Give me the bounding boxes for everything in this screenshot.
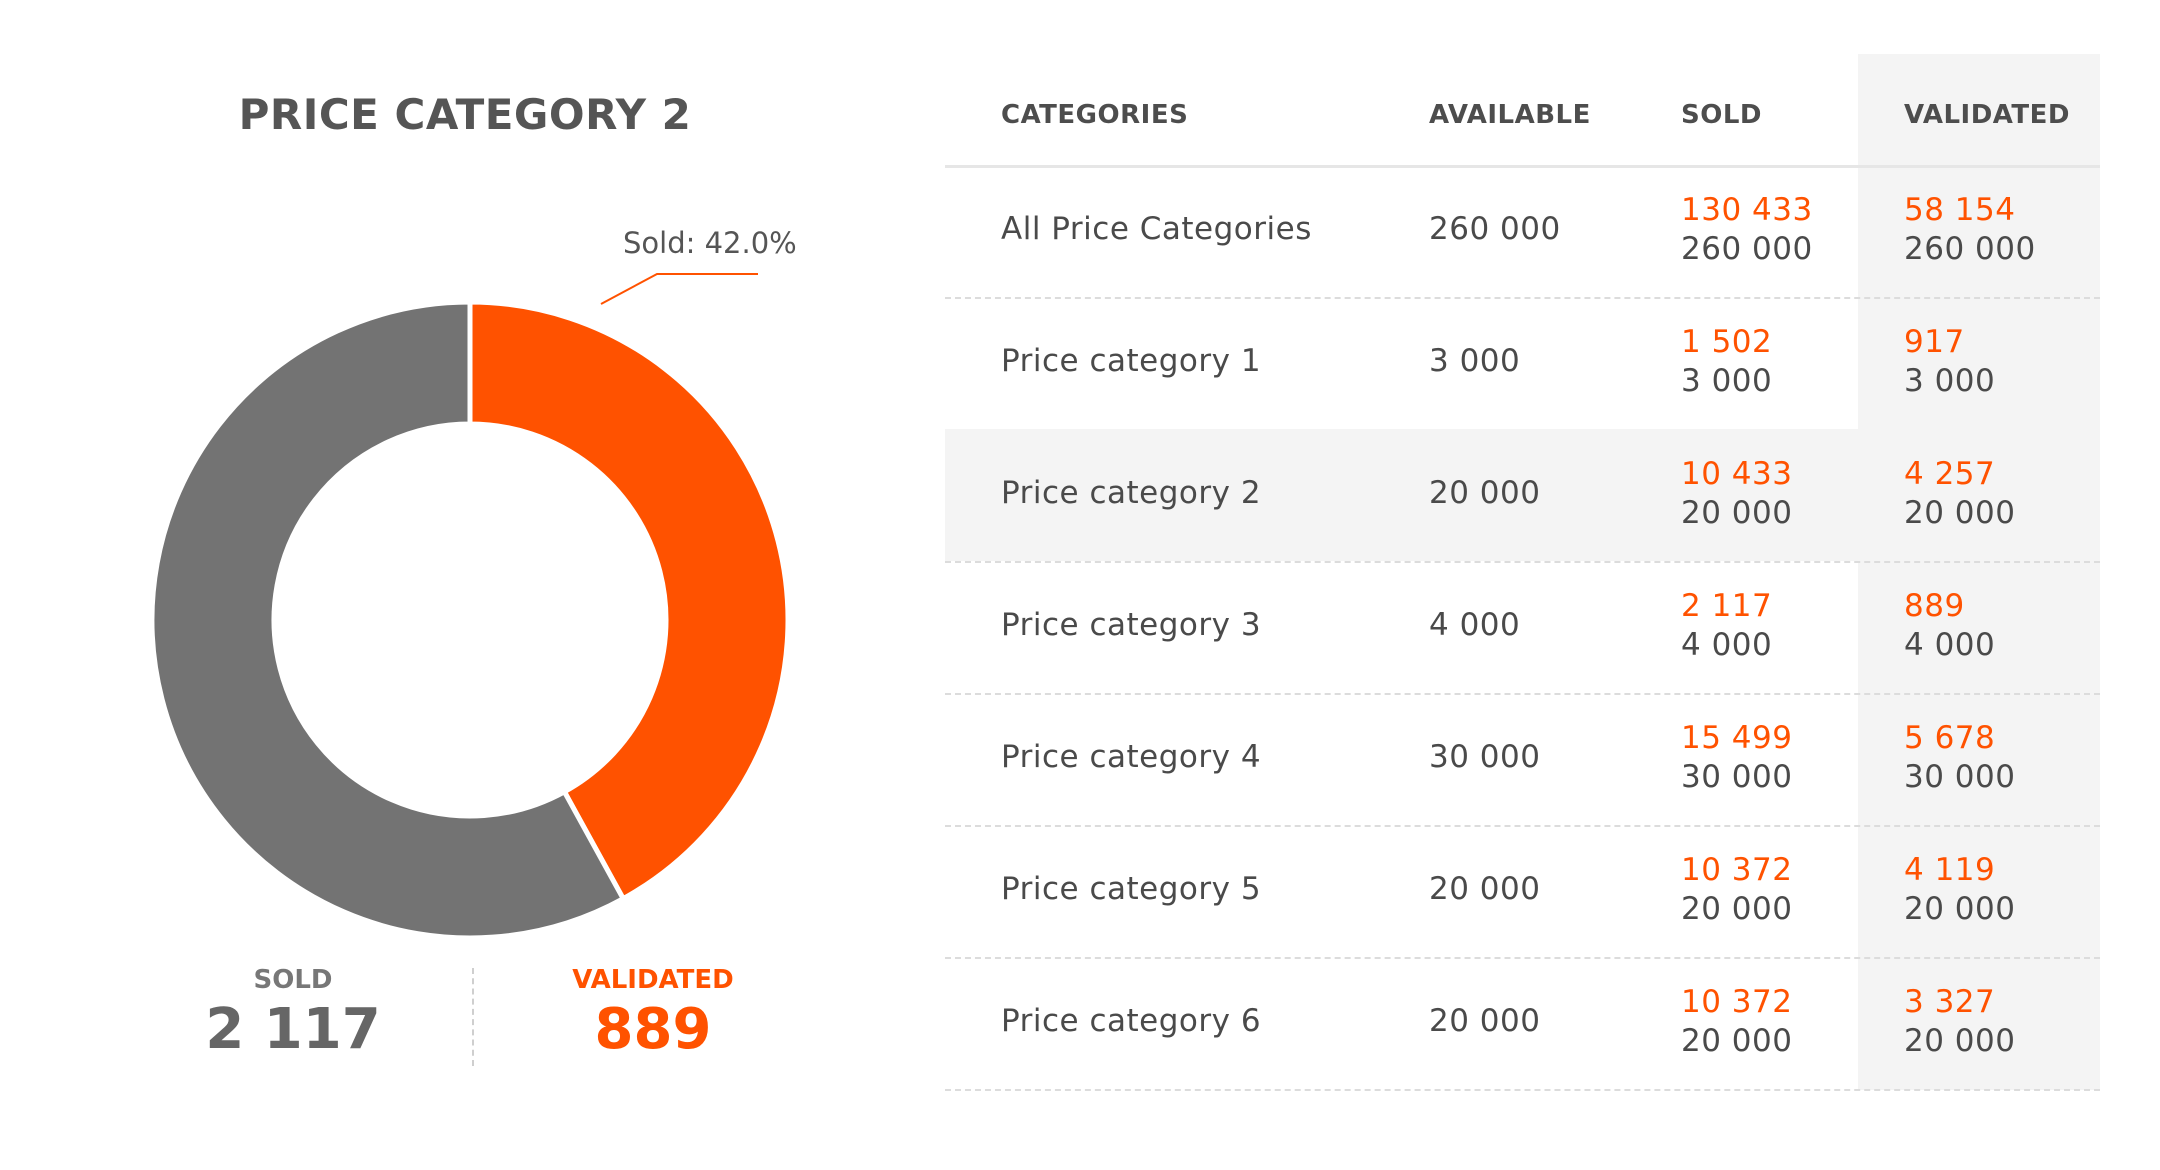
header-validated: VALIDATED	[1904, 100, 2070, 130]
row-available: 3 000	[1429, 343, 1521, 379]
validated-label: VALIDATED	[572, 965, 734, 995]
validated-total: 3 000	[1904, 363, 1996, 399]
sold-label: SOLD	[253, 965, 333, 995]
validated-value: 889	[594, 997, 712, 1062]
sold-count: 10 433	[1681, 456, 1793, 492]
row-validated: 5 678 30 000	[1904, 719, 2015, 797]
table-row-all[interactable]: All Price Categories 260 000 130 433 260 …	[945, 165, 2100, 299]
sold-count: 130 433	[1681, 192, 1813, 228]
row-validated: 58 154 260 000	[1904, 191, 2036, 269]
row-sold: 10 372 20 000	[1681, 983, 1792, 1061]
row-available: 4 000	[1429, 607, 1521, 643]
row-sold: 130 433 260 000	[1681, 191, 1813, 269]
summary-divider	[472, 968, 474, 1066]
donut-slice-remaining	[149, 299, 627, 941]
row-sold: 1 502 3 000	[1681, 323, 1772, 401]
row-sold: 10 372 20 000	[1681, 851, 1792, 929]
validated-column-highlight	[1858, 54, 2100, 1090]
row-validated: 4 119 20 000	[1904, 851, 2015, 929]
sold-total: 30 000	[1681, 759, 1793, 795]
row-validated: 917 3 000	[1904, 323, 1995, 401]
row-available: 20 000	[1429, 1003, 1541, 1039]
row-available: 30 000	[1429, 739, 1541, 775]
validated-count: 4 119	[1904, 852, 1996, 888]
row-category: Price category 1	[1001, 343, 1262, 379]
sold-count: 10 372	[1681, 984, 1793, 1020]
validated-total: 30 000	[1904, 759, 2016, 795]
validated-count: 889	[1904, 588, 1965, 624]
row-category: Price category 2	[1001, 475, 1262, 511]
validated-total: 260 000	[1904, 231, 2036, 267]
table-row-2-selected[interactable]: Price category 2 20 000 10 433 20 000 4 2…	[945, 429, 2100, 563]
row-category: All Price Categories	[1001, 211, 1312, 247]
row-available: 20 000	[1429, 475, 1541, 511]
table-row-3[interactable]: Price category 3 4 000 2 117 4 000 889 4 0…	[945, 561, 2100, 695]
sold-total: 4 000	[1681, 627, 1773, 663]
summary-sold: SOLD 2 117	[163, 965, 423, 1062]
row-validated: 4 257 20 000	[1904, 455, 2015, 533]
sold-total: 3 000	[1681, 363, 1773, 399]
callout-leader-line	[600, 273, 758, 305]
chart-panel: PRICE CATEGORY 2 Sold: 42.0% SOLD 2 117 …	[0, 0, 930, 1170]
donut-slice-sold	[467, 299, 791, 903]
row-category: Price category 3	[1001, 607, 1262, 643]
validated-count: 917	[1904, 324, 1965, 360]
table-row-6[interactable]: Price category 6 20 000 10 372 20 000 3 3…	[945, 957, 2100, 1091]
validated-count: 4 257	[1904, 456, 1996, 492]
validated-count: 3 327	[1904, 984, 1996, 1020]
header-categories: CATEGORIES	[1001, 100, 1189, 130]
row-available: 260 000	[1429, 211, 1561, 247]
validated-total: 20 000	[1904, 495, 2016, 531]
sold-total: 260 000	[1681, 231, 1813, 267]
row-category: Price category 4	[1001, 739, 1262, 775]
row-sold: 15 499 30 000	[1681, 719, 1792, 797]
validated-total: 4 000	[1904, 627, 1996, 663]
chart-title: PRICE CATEGORY 2	[238, 90, 692, 139]
selected-row-background	[945, 429, 2100, 561]
validated-total: 20 000	[1904, 891, 2016, 927]
sold-count: 15 499	[1681, 720, 1793, 756]
sold-count: 2 117	[1681, 588, 1773, 624]
validated-total: 20 000	[1904, 1023, 2016, 1059]
table-row-1[interactable]: Price category 1 3 000 1 502 3 000 917 3 0…	[945, 297, 2100, 431]
summary-validated: VALIDATED 889	[523, 965, 783, 1062]
row-sold: 2 117 4 000	[1681, 587, 1772, 665]
sold-total: 20 000	[1681, 1023, 1793, 1059]
validated-count: 58 154	[1904, 192, 2016, 228]
row-category: Price category 6	[1001, 1003, 1262, 1039]
row-category: Price category 5	[1001, 871, 1262, 907]
row-available: 20 000	[1429, 871, 1541, 907]
header-available: AVAILABLE	[1429, 100, 1591, 130]
header-sold: SOLD	[1681, 100, 1762, 130]
row-sold: 10 433 20 000	[1681, 455, 1792, 533]
donut-chart: Sold: 42.0%	[149, 226, 797, 941]
sold-count: 1 502	[1681, 324, 1773, 360]
callout-label: Sold: 42.0%	[623, 226, 797, 260]
table-row-4[interactable]: Price category 4 30 000 15 499 30 000 5 6…	[945, 693, 2100, 827]
row-validated: 889 4 000	[1904, 587, 1995, 665]
sold-total: 20 000	[1681, 891, 1793, 927]
validated-count: 5 678	[1904, 720, 1996, 756]
sold-total: 20 000	[1681, 495, 1793, 531]
table-row-5[interactable]: Price category 5 20 000 10 372 20 000 4 1…	[945, 825, 2100, 959]
sold-count: 10 372	[1681, 852, 1793, 888]
row-validated: 3 327 20 000	[1904, 983, 2015, 1061]
sold-value: 2 117	[205, 997, 381, 1062]
table-header: CATEGORIES AVAILABLE SOLD VALIDATED	[945, 54, 2100, 168]
